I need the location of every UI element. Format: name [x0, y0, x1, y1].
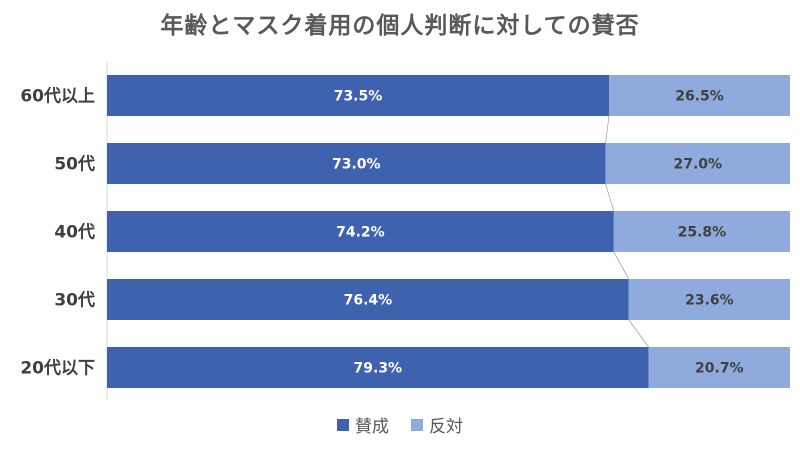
bar-disagree — [613, 211, 790, 252]
legend-item-disagree: 反対 — [411, 412, 463, 437]
data-label-agree: 79.3% — [354, 361, 403, 377]
bar-agree — [107, 279, 629, 320]
data-label-agree: 74.2% — [336, 225, 385, 241]
chart-title: 年齢とマスク着用の個人判断に対しての賛否 — [160, 13, 640, 39]
series-line — [613, 251, 630, 280]
data-label-disagree: 25.8% — [678, 225, 727, 241]
bar-disagree — [609, 75, 790, 116]
data-label-disagree: 23.6% — [685, 293, 734, 309]
category-label: 40代 — [54, 222, 95, 243]
data-label-agree: 76.4% — [344, 293, 393, 309]
bar-agree — [107, 75, 610, 116]
legend-item-agree: 賛成 — [337, 412, 389, 437]
legend-swatch-agree — [337, 418, 349, 431]
series-line — [628, 319, 649, 348]
data-label-disagree: 26.5% — [675, 89, 724, 105]
chart-legend: 賛成 反対 — [0, 412, 800, 437]
bar-agree — [107, 347, 649, 388]
legend-label-disagree: 反対 — [429, 417, 463, 437]
bar-agree — [107, 143, 606, 184]
category-label: 20代以下 — [20, 358, 95, 379]
data-label-agree: 73.0% — [332, 157, 381, 173]
bar-disagree — [648, 347, 790, 388]
bar-agree — [107, 211, 614, 252]
data-label-agree: 73.5% — [334, 89, 383, 105]
bar-disagree — [605, 143, 790, 184]
legend-label-agree: 賛成 — [355, 417, 389, 437]
category-label: 30代 — [54, 290, 95, 311]
data-label-disagree: 20.7% — [695, 361, 744, 377]
bar-disagree — [628, 279, 790, 320]
legend-swatch-disagree — [411, 418, 423, 431]
data-label-disagree: 27.0% — [674, 157, 723, 173]
series-line — [605, 115, 610, 144]
category-label: 60代以上 — [20, 86, 95, 107]
series-line — [605, 183, 615, 212]
category-label: 50代 — [54, 154, 95, 175]
